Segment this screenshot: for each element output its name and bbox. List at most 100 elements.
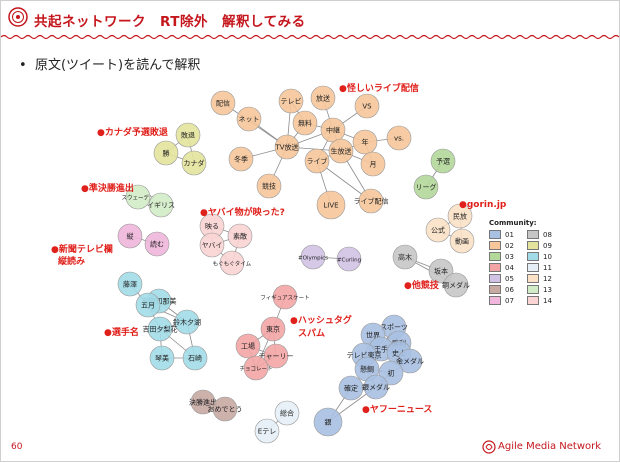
bullet-marker: •: [19, 58, 27, 73]
network-node: 琴美: [149, 345, 175, 371]
network-node: 冬季: [228, 146, 254, 172]
node-circle: [260, 316, 286, 342]
node-circle: [447, 203, 473, 229]
network-node: カナダ: [181, 150, 207, 176]
legend-swatch: [489, 285, 501, 294]
network-node: Eテレ: [254, 418, 280, 444]
legend-swatch: [489, 296, 501, 305]
node-label: ネット: [239, 116, 260, 124]
node-circle: [117, 271, 143, 297]
legend-label: 14: [543, 296, 552, 305]
node-label: 金メダル: [396, 357, 424, 366]
node-label: おめでとう: [208, 406, 243, 414]
legend-label: 07: [505, 296, 514, 305]
network-node: テレビ: [278, 88, 304, 114]
node-circle: [304, 148, 330, 174]
network-node: 東京: [260, 316, 286, 342]
cluster-annotation: ●ヤバイ物が映った?: [200, 206, 285, 218]
legend-item: 08: [527, 229, 565, 240]
network-node: 確定: [338, 375, 364, 401]
legend-swatch: [489, 241, 501, 250]
cluster-annotation: 縦読み: [58, 255, 85, 267]
node-label: #Curling: [337, 258, 361, 264]
network-node: LIVE: [316, 190, 346, 220]
node-circle: [449, 228, 475, 254]
legend-label: 03: [505, 252, 514, 261]
legend-swatch: [527, 296, 539, 305]
node-label: 石崎: [188, 354, 202, 363]
node-label: #Olympics: [298, 256, 328, 262]
node-circle: [430, 148, 456, 174]
node-label: 敗退: [181, 131, 195, 140]
node-circle: [144, 231, 170, 257]
cluster-annotation: ●選手名: [104, 326, 139, 338]
legend-label: 08: [543, 230, 552, 239]
network-node: 生放送: [328, 138, 354, 164]
node-label: 東京: [266, 325, 280, 334]
node-label: 月: [370, 161, 377, 169]
node-circle: [338, 375, 364, 401]
legend-swatch: [489, 230, 501, 239]
node-label: 読む: [150, 240, 164, 249]
network-node: もぐもぐタイム: [213, 250, 252, 276]
node-circle: [174, 309, 200, 335]
network-node: ライブ配信: [354, 188, 389, 214]
node-circle: [175, 122, 201, 148]
network-node: 高木: [392, 244, 418, 270]
network-node: スウェーデン: [121, 184, 155, 210]
node-label: 無料: [298, 119, 312, 128]
legend-body: 01 08 02 09 03 10 04 11 05 12 06 13 07 14: [489, 229, 569, 306]
cluster-annotation: ●新聞テレビ欄: [51, 243, 113, 255]
legend-label: 04: [505, 263, 514, 272]
node-label: 公式: [431, 226, 445, 235]
legend-row: 02 09: [489, 240, 569, 251]
cluster-annotation: ●ハッシュタグ: [290, 314, 352, 326]
legend-swatch: [527, 230, 539, 239]
network-node: #Olympics: [298, 244, 328, 270]
legend-label: 11: [543, 263, 552, 272]
brand-logo-icon: [482, 440, 496, 454]
node-label: 琴美: [155, 354, 169, 363]
node-label: チャーリー: [259, 353, 294, 361]
cluster-annotation: ●カナダ予選敗退: [97, 126, 168, 138]
legend-item: 12: [527, 273, 565, 284]
legend-item: 14: [527, 295, 565, 306]
node-circle: [182, 345, 208, 371]
node-circle: [235, 333, 261, 359]
network-node: 配信: [210, 90, 236, 116]
network-node: 鈴木夕湖: [173, 309, 201, 335]
node-label: 予選: [436, 157, 450, 166]
node-label: 王手: [374, 345, 388, 354]
node-label: VS: [362, 103, 372, 111]
network-node: 動画: [449, 228, 475, 254]
network-node: 銀メダル: [362, 374, 390, 400]
node-circle: [228, 146, 254, 172]
footer-brand: Agile Media Network: [498, 441, 602, 452]
node-circle: [147, 316, 173, 342]
node-label: 銀: [325, 418, 332, 427]
legend-item: 11: [527, 262, 565, 273]
node-label: リーグ: [416, 183, 437, 192]
node-label: 動画: [455, 237, 469, 246]
node-circle: [425, 217, 451, 243]
node-label: テレビ東京: [347, 351, 382, 360]
legend-item: 04: [489, 262, 527, 273]
node-label: 勝: [163, 149, 170, 158]
node-circle: [310, 85, 336, 111]
legend-swatch: [489, 274, 501, 283]
bullet-text: 原文(ツイート)を読んで解釈: [34, 58, 201, 73]
network-node: 予選: [430, 148, 456, 174]
legend-item: 07: [489, 295, 527, 306]
legend-label: 06: [505, 285, 514, 294]
network-node: チャーリー: [259, 343, 294, 369]
node-circle: [181, 150, 207, 176]
page-title: 共起ネットワーク RT除外 解釈してみる: [34, 14, 306, 30]
network-node: 五月: [135, 292, 161, 318]
network-node: 銅メダル: [442, 272, 470, 298]
node-label: スポーツ: [380, 324, 408, 332]
legend-item: 03: [489, 251, 527, 262]
legend-row: 06 13: [489, 284, 569, 295]
legend-title: Community:: [489, 219, 537, 227]
